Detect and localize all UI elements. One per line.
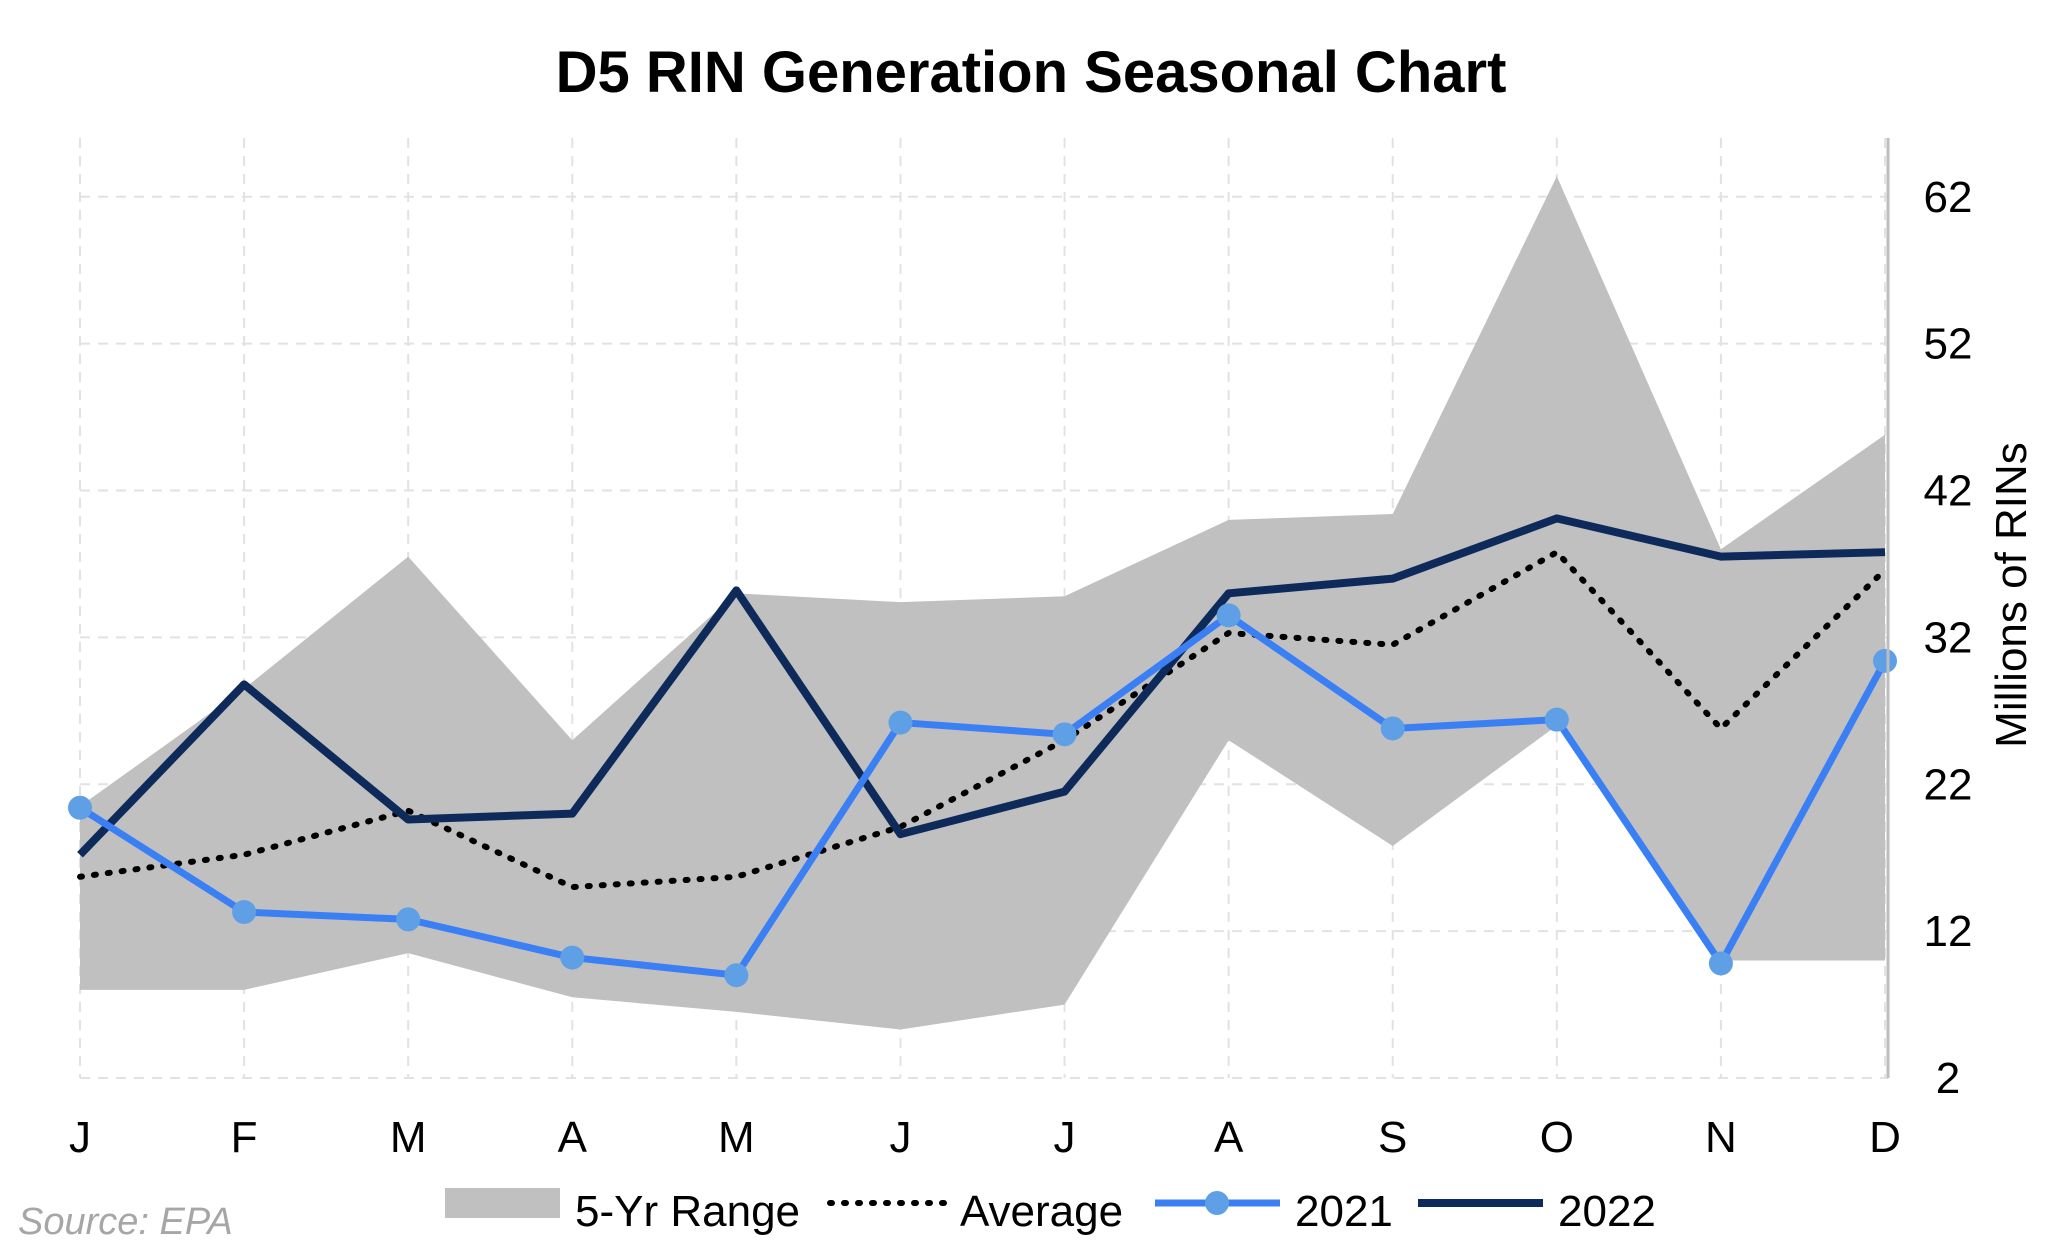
y-tick-label: 42 bbox=[1924, 467, 1973, 516]
data-point-2021 bbox=[232, 900, 257, 925]
source-note: Source: EPA bbox=[18, 1201, 233, 1243]
data-point-2021 bbox=[1873, 648, 1897, 673]
data-point-2021 bbox=[1708, 951, 1733, 976]
x-tick-label: M bbox=[718, 1113, 755, 1162]
data-point-2021 bbox=[396, 907, 421, 932]
series-line-average bbox=[77, 549, 1888, 891]
x-tick-label: J bbox=[889, 1113, 911, 1162]
y-tick-label: 2 bbox=[1936, 1054, 1960, 1103]
x-tick-label: O bbox=[1540, 1113, 1574, 1162]
y-tick-label: 52 bbox=[1924, 320, 1973, 369]
legend: 5-Yr Range Average 2021 2022 bbox=[445, 1187, 1656, 1236]
legend-label-2022: 2022 bbox=[1558, 1187, 1656, 1236]
x-tick-label: D bbox=[1869, 1113, 1901, 1162]
axes: 2 12 22 32 42 52 62 J F M A M J J A S O N D bbox=[69, 138, 1972, 1162]
data-point-2021 bbox=[1216, 603, 1241, 628]
series-lines bbox=[68, 514, 1897, 988]
x-tick-label: N bbox=[1705, 1113, 1737, 1162]
x-tick-label: A bbox=[1214, 1113, 1244, 1162]
x-tick-label: J bbox=[69, 1113, 91, 1162]
data-point-2021 bbox=[888, 710, 913, 735]
legend-label-2021: 2021 bbox=[1295, 1187, 1393, 1236]
legend-label-average: Average bbox=[960, 1187, 1123, 1236]
y-tick-label: 12 bbox=[1924, 907, 1973, 956]
data-point-2021 bbox=[1544, 707, 1569, 732]
legend-marker-2021 bbox=[1205, 1191, 1229, 1215]
data-point-2021 bbox=[724, 963, 749, 988]
range-band bbox=[80, 176, 1885, 1030]
range-band-area bbox=[80, 176, 1885, 1030]
data-point-2021 bbox=[1052, 722, 1077, 747]
y-tick-label: 62 bbox=[1924, 173, 1973, 222]
series-line-2022 bbox=[77, 514, 1886, 858]
series-line-2021 bbox=[78, 611, 1889, 979]
x-tick-label: M bbox=[390, 1113, 427, 1162]
x-tick-label: F bbox=[231, 1113, 258, 1162]
data-point-2021 bbox=[560, 945, 585, 970]
legend-swatch-range bbox=[445, 1188, 560, 1218]
y-axis-label: Millions of RINs bbox=[1987, 442, 2036, 748]
x-tick-label: A bbox=[558, 1113, 588, 1162]
chart-title: D5 RIN Generation Seasonal Chart bbox=[556, 40, 1507, 105]
y-tick-label: 32 bbox=[1924, 613, 1973, 662]
x-tick-label: S bbox=[1378, 1113, 1407, 1162]
data-point-2021 bbox=[68, 795, 92, 820]
data-point-2021 bbox=[1380, 716, 1405, 741]
y-tick-label: 22 bbox=[1924, 760, 1973, 809]
legend-label-range: 5-Yr Range bbox=[575, 1187, 800, 1236]
x-tick-label: J bbox=[1054, 1113, 1076, 1162]
